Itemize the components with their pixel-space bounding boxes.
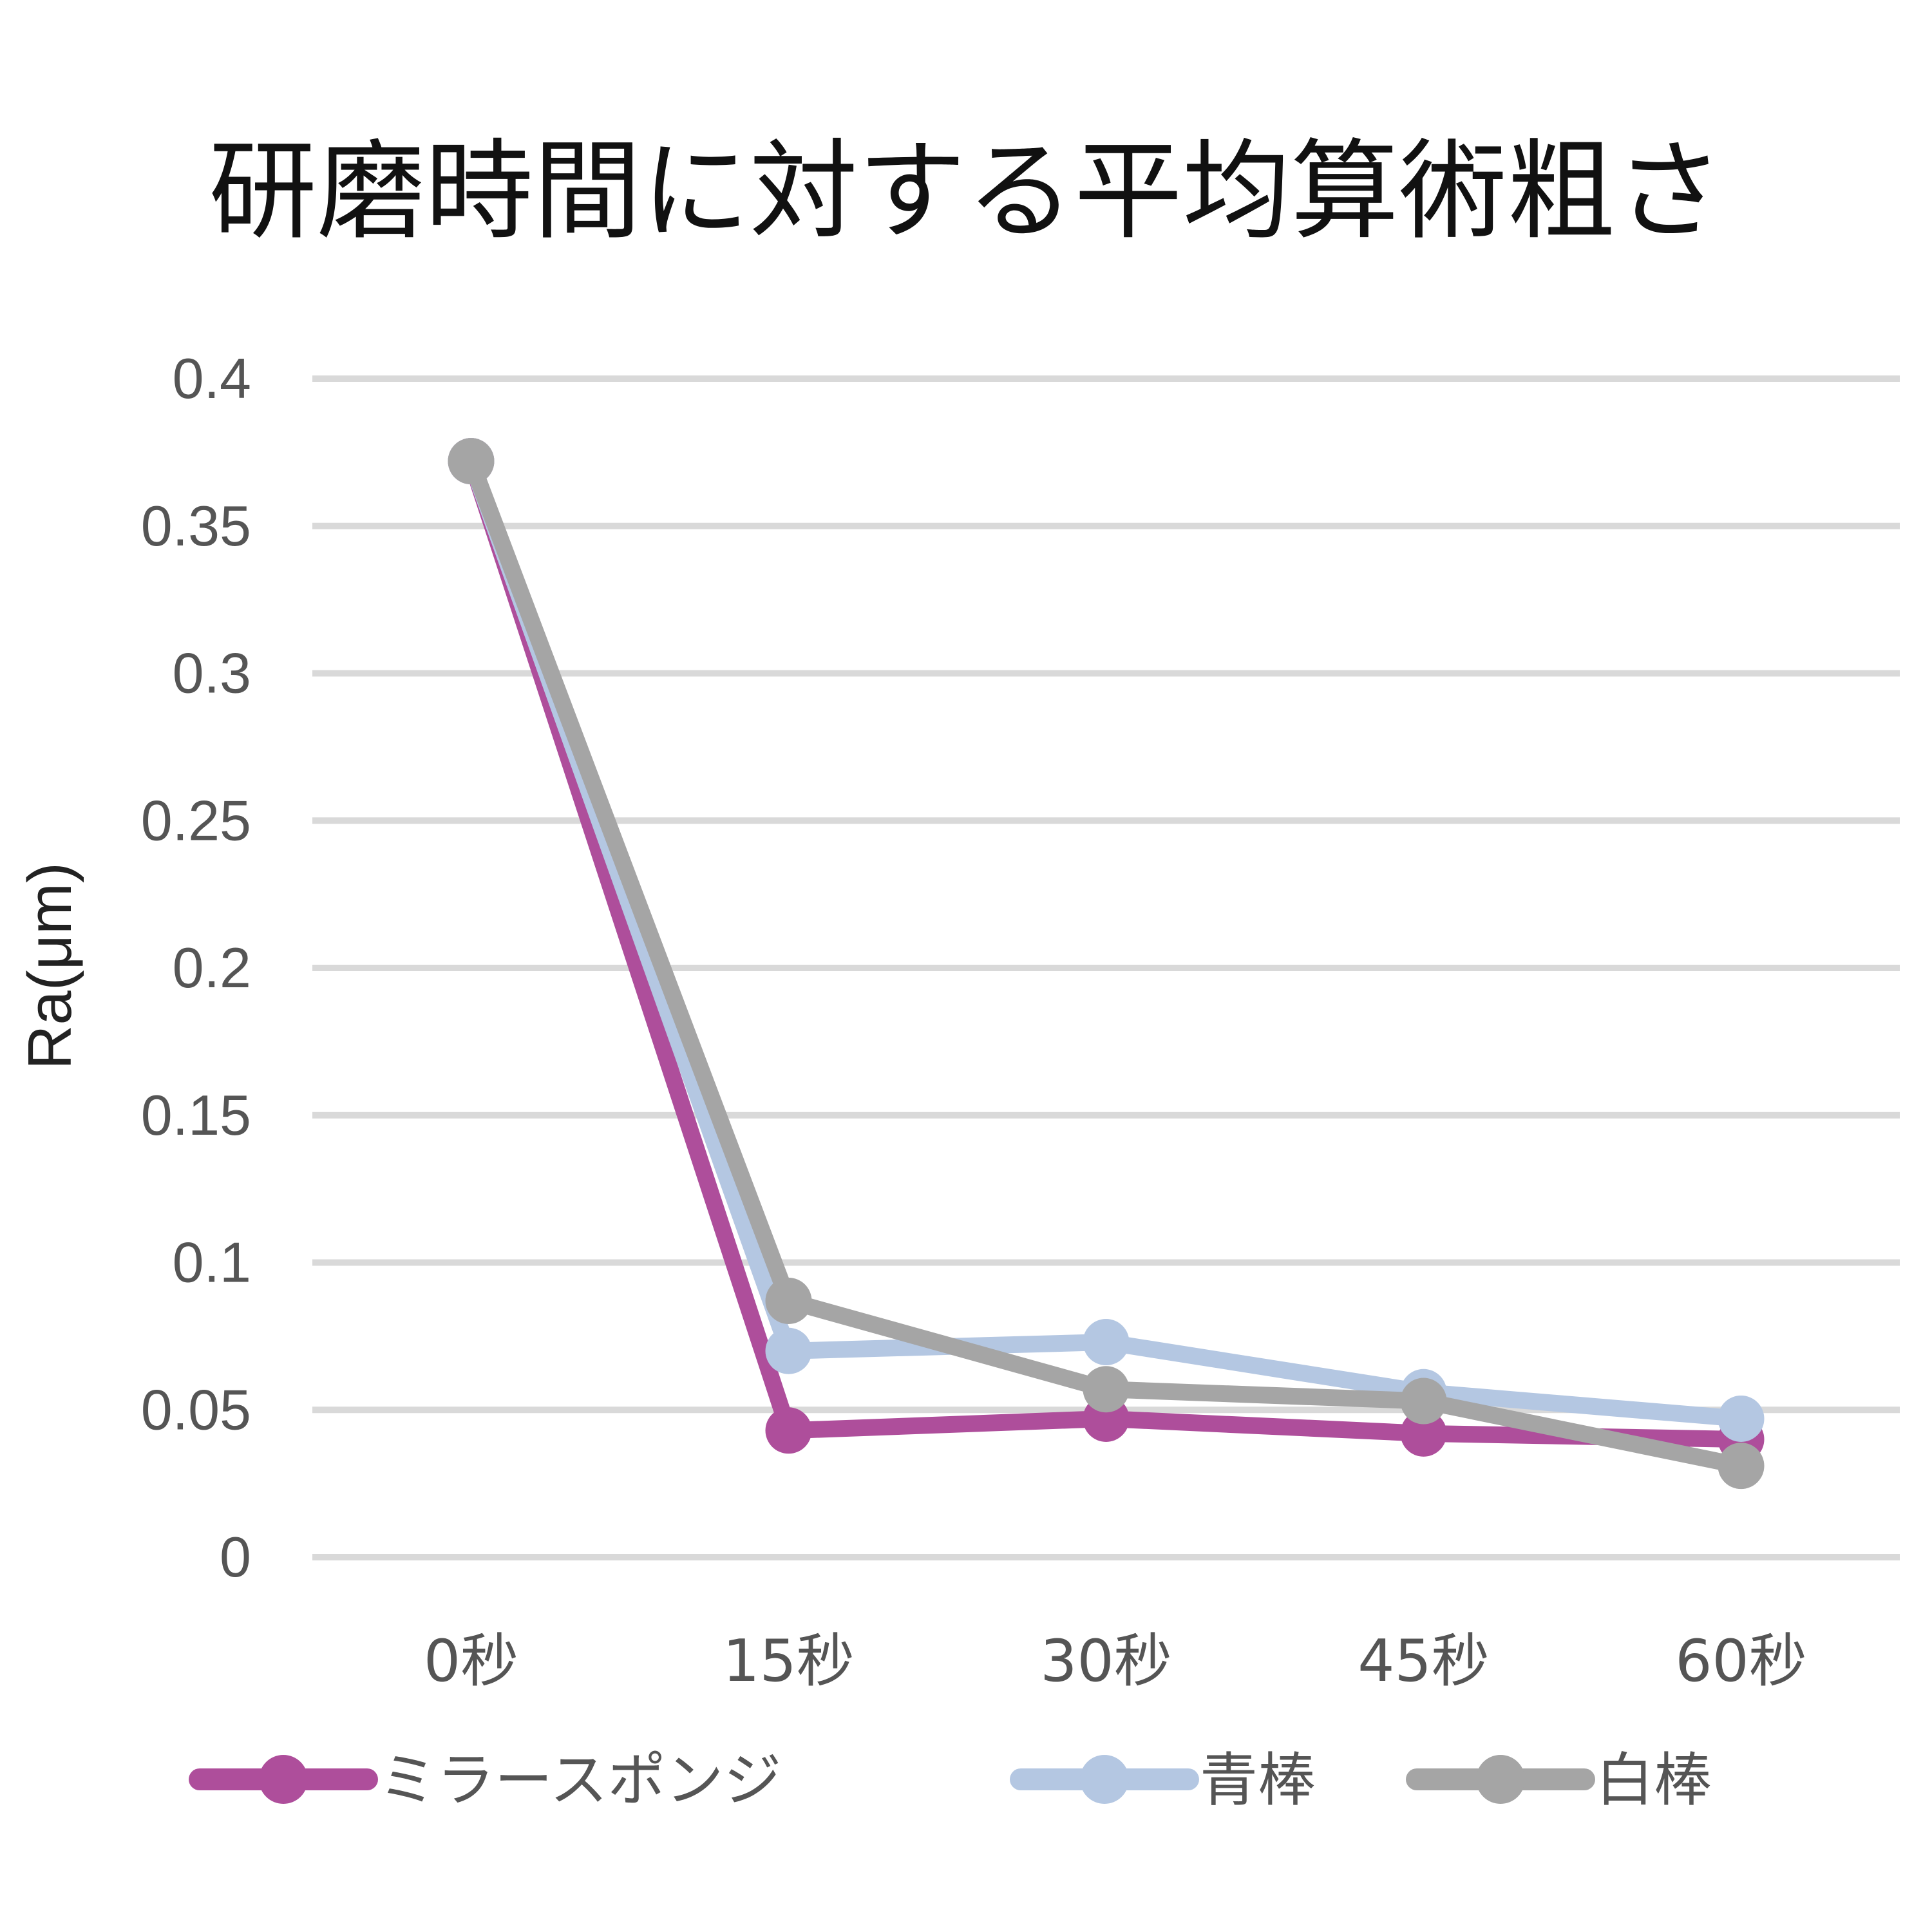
data-point xyxy=(1083,1366,1130,1413)
chart-title: 研磨時間に対する平均算術粗さ xyxy=(209,128,1723,254)
data-point xyxy=(1718,1395,1765,1442)
series-layer xyxy=(448,438,1765,1490)
data-point xyxy=(1718,1443,1765,1490)
data-point xyxy=(765,1327,812,1374)
y-tick-label: 0.1 xyxy=(173,1231,251,1294)
data-point xyxy=(448,438,495,485)
legend-swatch-marker xyxy=(259,1755,308,1804)
series-line xyxy=(462,453,1750,1475)
gridlines xyxy=(312,375,1900,1560)
x-tick-label: 45秒 xyxy=(1358,1627,1490,1695)
legend-swatch-marker xyxy=(1080,1755,1129,1804)
y-axis-label: Ra(μm) xyxy=(15,862,84,1070)
x-axis-ticks: 0秒 15秒 30秒 45秒 60秒 xyxy=(424,1627,1807,1695)
legend-item: 白棒 xyxy=(1406,1747,1712,1814)
legend-label: 白棒 xyxy=(1596,1747,1712,1814)
legend: ミラースポンジ 青棒 白棒 xyxy=(189,1747,1712,1814)
legend-label: ミラースポンジ xyxy=(379,1747,782,1814)
x-tick-label: 30秒 xyxy=(1040,1627,1172,1695)
y-tick-label: 0.05 xyxy=(141,1378,251,1441)
y-tick-label: 0.35 xyxy=(141,494,251,558)
data-point xyxy=(1400,1378,1447,1425)
y-axis-ticks: 0 0.05 0.1 0.15 0.2 0.25 0.3 0.35 0.4 xyxy=(141,346,251,1589)
legend-item: 青棒 xyxy=(1010,1747,1316,1814)
x-tick-label: 60秒 xyxy=(1675,1627,1807,1695)
y-tick-label: 0.15 xyxy=(141,1083,251,1147)
data-point xyxy=(765,1277,812,1324)
legend-item: ミラースポンジ xyxy=(189,1747,782,1814)
series-3 xyxy=(448,438,1765,1490)
y-tick-label: 0.25 xyxy=(141,788,251,852)
x-tick-label: 0秒 xyxy=(424,1627,518,1695)
y-tick-label: 0.2 xyxy=(173,936,251,999)
y-tick-label: 0.3 xyxy=(173,641,251,705)
legend-swatch-marker xyxy=(1476,1755,1525,1804)
x-tick-label: 15秒 xyxy=(723,1627,855,1695)
series-line xyxy=(462,453,1750,1427)
y-tick-label: 0.4 xyxy=(173,346,251,410)
data-point xyxy=(1400,1410,1447,1457)
legend-label: 青棒 xyxy=(1200,1747,1316,1814)
y-tick-label: 0 xyxy=(220,1525,251,1589)
data-point xyxy=(1083,1319,1130,1366)
data-point xyxy=(765,1407,812,1454)
